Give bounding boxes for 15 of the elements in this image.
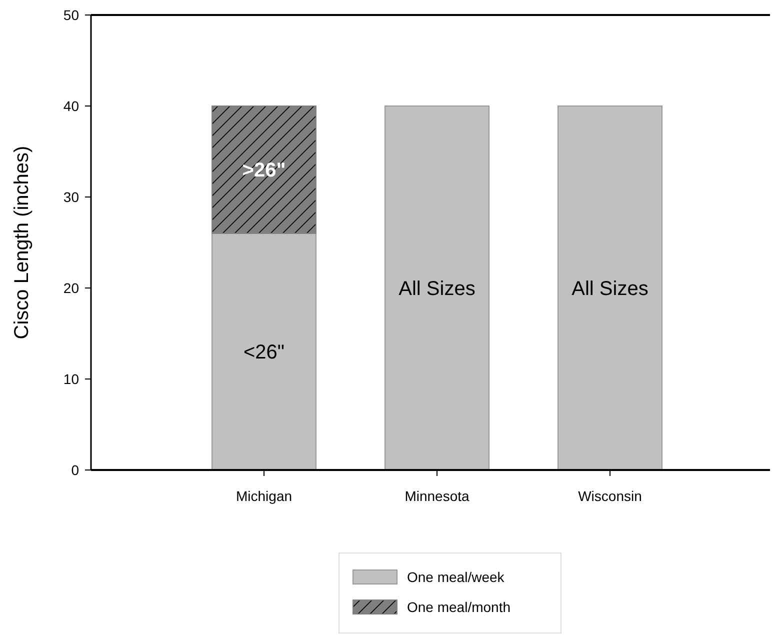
- legend-label: One meal/month: [407, 598, 510, 615]
- legend-label: One meal/week: [407, 568, 506, 585]
- x-tick-label: Michigan: [236, 488, 292, 504]
- y-tick-label: 40: [63, 98, 80, 114]
- y-tick-label: 50: [63, 6, 80, 23]
- data-label: All Sizes: [572, 278, 648, 300]
- y-tick-label: 30: [63, 188, 80, 205]
- data-label: <26": [243, 342, 285, 364]
- x-tick-label: Minnesota: [404, 488, 470, 504]
- y-axis-title: Cisco Length (inches): [11, 146, 33, 340]
- y-tick-label: 20: [63, 280, 80, 296]
- data-label: All Sizes: [398, 278, 476, 300]
- x-tick-label: Wisconsin: [578, 488, 642, 504]
- y-tick-label: 0: [71, 462, 80, 478]
- y-tick-label: 10: [63, 370, 80, 387]
